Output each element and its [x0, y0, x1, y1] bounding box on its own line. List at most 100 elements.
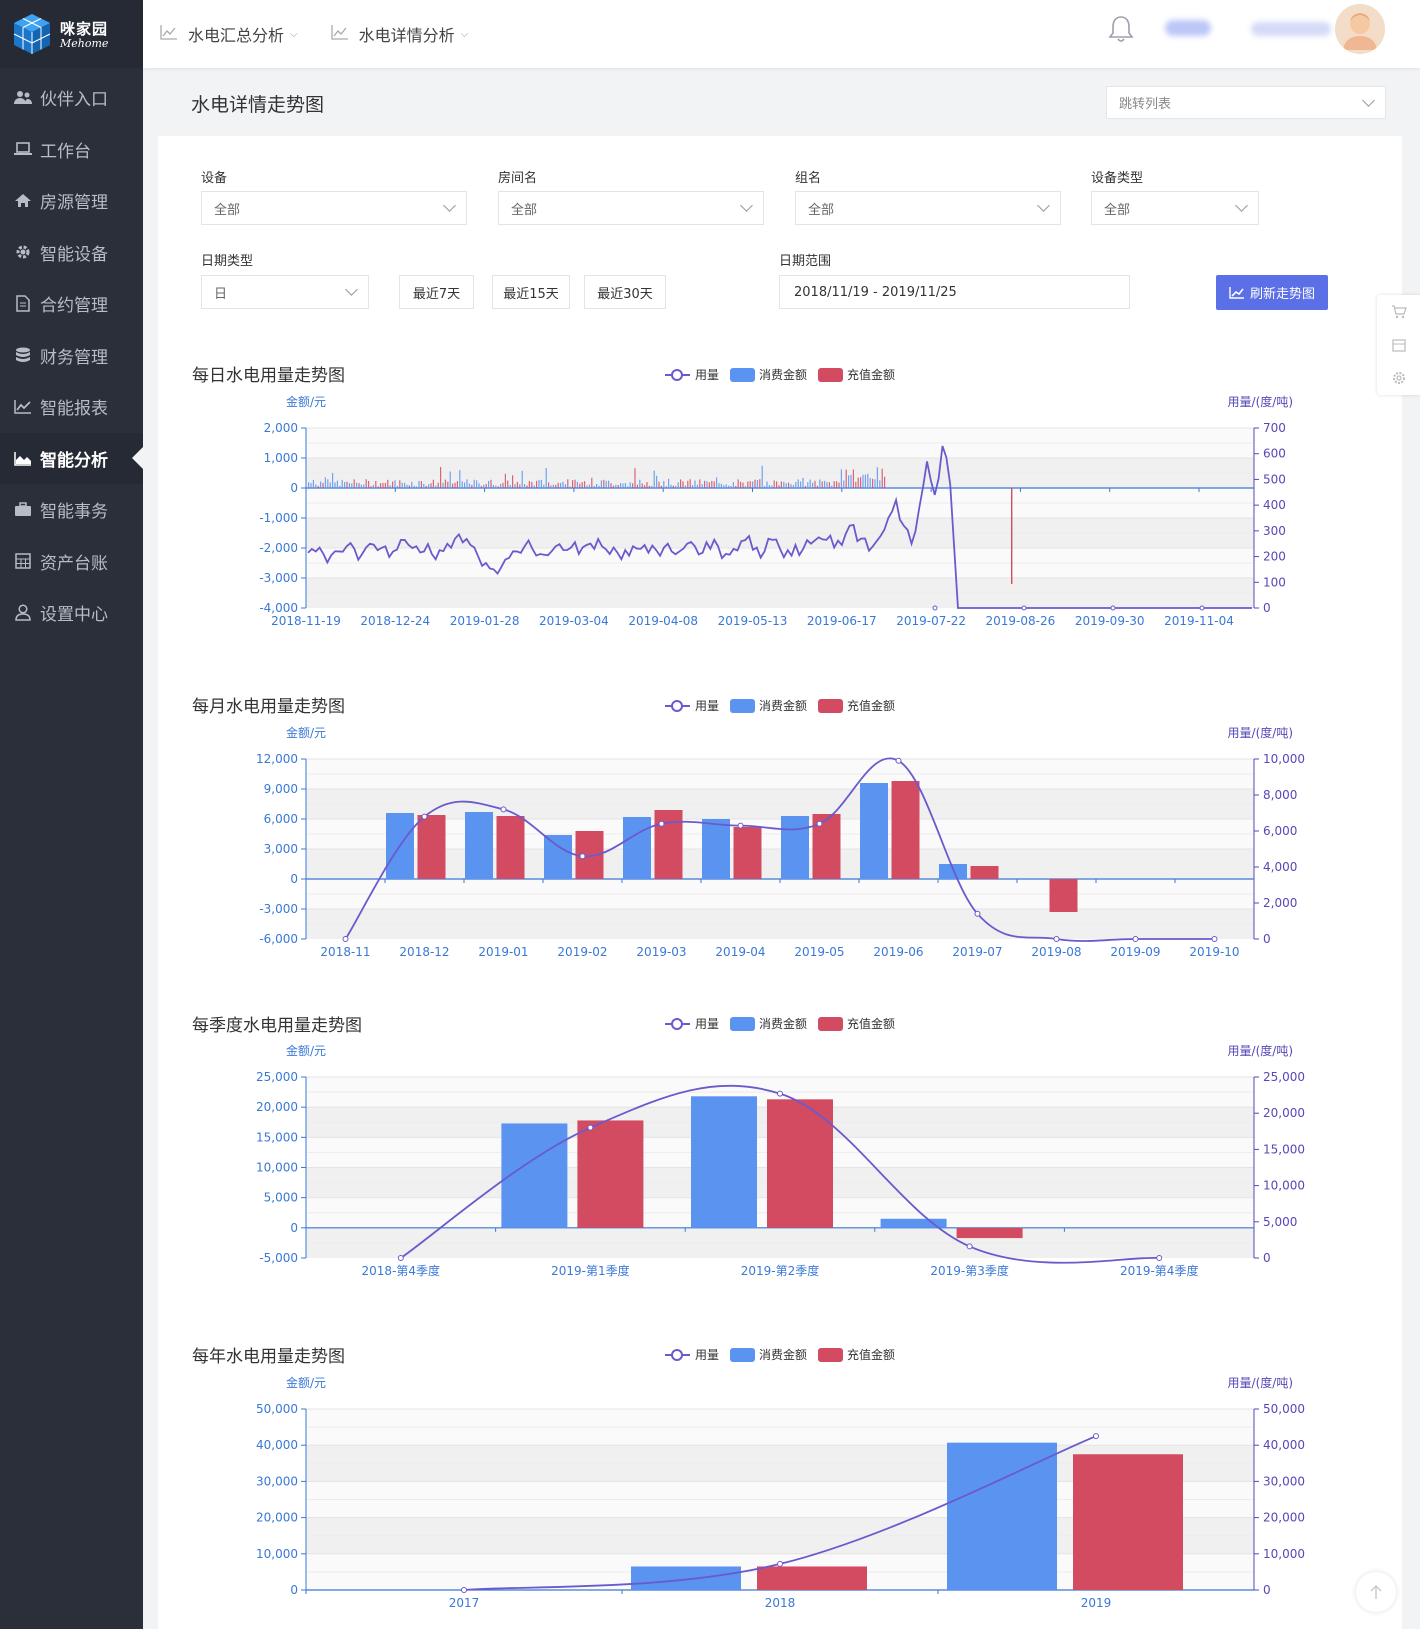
- consume-bar: [569, 486, 571, 488]
- x-axis-tick-label: 2019-10: [1189, 945, 1239, 959]
- sidebar-item-settings[interactable]: 设置中心: [0, 587, 143, 639]
- recharge-bar: [432, 479, 434, 488]
- sidebar-item-label: 智能事务: [40, 502, 108, 523]
- last-7-days-button[interactable]: 最近7天: [399, 275, 474, 309]
- consume-bar: [720, 483, 722, 488]
- recharge-bar: [757, 1566, 867, 1590]
- x-axis-tick-label: 2019-01: [478, 945, 528, 959]
- usage-point: [1053, 936, 1060, 942]
- legend-recharge-label: 充值金额: [847, 1347, 895, 1362]
- x-axis-tick-label: 2019-06-17: [807, 614, 877, 628]
- date-type-label: 日期类型: [201, 254, 254, 269]
- recharge-bar: [1049, 879, 1078, 912]
- x-axis-tick-label: 2019-05: [794, 945, 844, 959]
- chart-title: 每季度水电用量走势图: [192, 1016, 362, 1036]
- recharge-bar: [536, 480, 538, 488]
- sidebar-item-affairs[interactable]: 智能事务: [0, 484, 143, 536]
- cart-tool[interactable]: [1377, 295, 1420, 328]
- recharge-bar: [420, 481, 422, 488]
- x-axis-tick-label: 2019-11-04: [1164, 614, 1234, 628]
- sidebar-item-label: 资产台账: [40, 553, 108, 574]
- consume-bar: [315, 484, 317, 488]
- sidebar-item-housing[interactable]: 房源管理: [0, 175, 143, 227]
- menu-summary-analysis[interactable]: 水电汇总分析 ⌵: [160, 22, 298, 46]
- avatar[interactable]: [1335, 4, 1385, 54]
- consume-bar: [576, 481, 578, 488]
- calendar-tool[interactable]: [1377, 328, 1420, 361]
- device-select[interactable]: 全部: [201, 191, 467, 225]
- recharge-bar: [574, 479, 576, 488]
- recharge-bar: [399, 480, 401, 488]
- recharge-bar: [526, 485, 528, 488]
- sidebar-item-workbench[interactable]: 工作台: [0, 124, 143, 176]
- recharge-bar: [828, 482, 830, 488]
- sidebar-item-assets[interactable]: 资产台账: [0, 536, 143, 588]
- bell-icon[interactable]: [1108, 14, 1134, 44]
- usage-point: [1156, 1255, 1163, 1261]
- consume-bar: [771, 485, 773, 488]
- consume-bar: [831, 485, 833, 488]
- device-type-select[interactable]: 全部: [1091, 191, 1259, 225]
- left-axis-tick-label: -3,000: [259, 571, 298, 585]
- sidebar-item-analysis[interactable]: 智能分析: [0, 432, 143, 484]
- last-15-days-button[interactable]: 最近15天: [492, 275, 570, 309]
- left-axis-tick-label: 5,000: [264, 1191, 298, 1205]
- consume-bar: [588, 484, 590, 488]
- left-axis-unit: 金额/元: [286, 725, 326, 740]
- left-axis-tick-label: 10,000: [256, 1161, 298, 1175]
- left-axis-tick-label: 12,000: [256, 752, 298, 766]
- group-select[interactable]: 全部: [795, 191, 1061, 225]
- consume-bar: [615, 484, 617, 488]
- consume-bar: [478, 483, 480, 488]
- legend-usage-label: 用量: [695, 1348, 719, 1362]
- back-to-top-button[interactable]: [1356, 1572, 1396, 1612]
- refresh-trend-button[interactable]: 刷新走势图: [1216, 275, 1328, 310]
- laptop-icon: [14, 140, 32, 158]
- consume-bar: [629, 482, 631, 488]
- x-axis-tick-label: 2019-02: [557, 945, 607, 959]
- sidebar-item-partner[interactable]: 伙伴入口: [0, 72, 143, 124]
- right-axis-tick-label: 20,000: [1263, 1511, 1305, 1525]
- recharge-bar: [430, 483, 432, 488]
- menu-detail-analysis[interactable]: 水电详情分析 ⌵: [330, 22, 468, 46]
- consume-bar: [543, 484, 545, 488]
- right-axis-tick-label: 600: [1263, 447, 1286, 461]
- consume-bar: [939, 864, 967, 879]
- sidebar-item-devices[interactable]: 智能设备: [0, 227, 143, 279]
- date-type-select[interactable]: 日: [201, 275, 369, 309]
- left-axis-tick-label: -5,000: [259, 1251, 298, 1265]
- date-range-input[interactable]: 2018/11/19 - 2019/11/25: [779, 275, 1130, 309]
- settings-tool[interactable]: [1377, 361, 1420, 394]
- recharge-bar: [852, 469, 854, 488]
- sidebar-item-contracts[interactable]: 合约管理: [0, 278, 143, 330]
- x-axis-tick-label: 2019-03: [636, 945, 686, 959]
- sidebar-item-reports[interactable]: 智能报表: [0, 381, 143, 433]
- recharge-bar: [557, 482, 559, 488]
- room-select[interactable]: 全部: [498, 191, 764, 225]
- group-label: 组名: [795, 171, 822, 186]
- jump-list-select[interactable]: 跳转列表: [1106, 86, 1386, 119]
- recharge-bar: [836, 481, 838, 488]
- recharge-bar: [504, 473, 506, 488]
- consume-bar: [768, 484, 770, 488]
- last-30-days-button[interactable]: 最近30天: [584, 275, 666, 309]
- right-axis-tick-label: 10,000: [1263, 1179, 1305, 1193]
- x-axis-tick-label: 2019-01-28: [450, 614, 520, 628]
- sidebar-item-finance[interactable]: 财务管理: [0, 330, 143, 382]
- recharge-bar: [733, 827, 762, 879]
- x-axis-tick-label: 2019-第4季度: [1120, 1263, 1199, 1278]
- recharge-bar: [437, 482, 439, 488]
- right-axis-tick-label: 0: [1263, 932, 1271, 946]
- consume-bar: [725, 484, 727, 488]
- recharge-bar: [654, 810, 683, 879]
- logo[interactable]: 咪家园 Mehome: [0, 0, 143, 68]
- recharge-bar: [346, 481, 348, 488]
- consume-bar: [639, 479, 641, 488]
- consume-bar: [744, 486, 746, 488]
- left-axis-tick-label: 25,000: [256, 1070, 298, 1084]
- recharge-bar: [365, 479, 367, 488]
- cart-icon: [1391, 304, 1407, 318]
- recharge-bar: [425, 485, 427, 488]
- consume-bar: [692, 485, 694, 488]
- legend-recharge-swatch: [818, 368, 843, 382]
